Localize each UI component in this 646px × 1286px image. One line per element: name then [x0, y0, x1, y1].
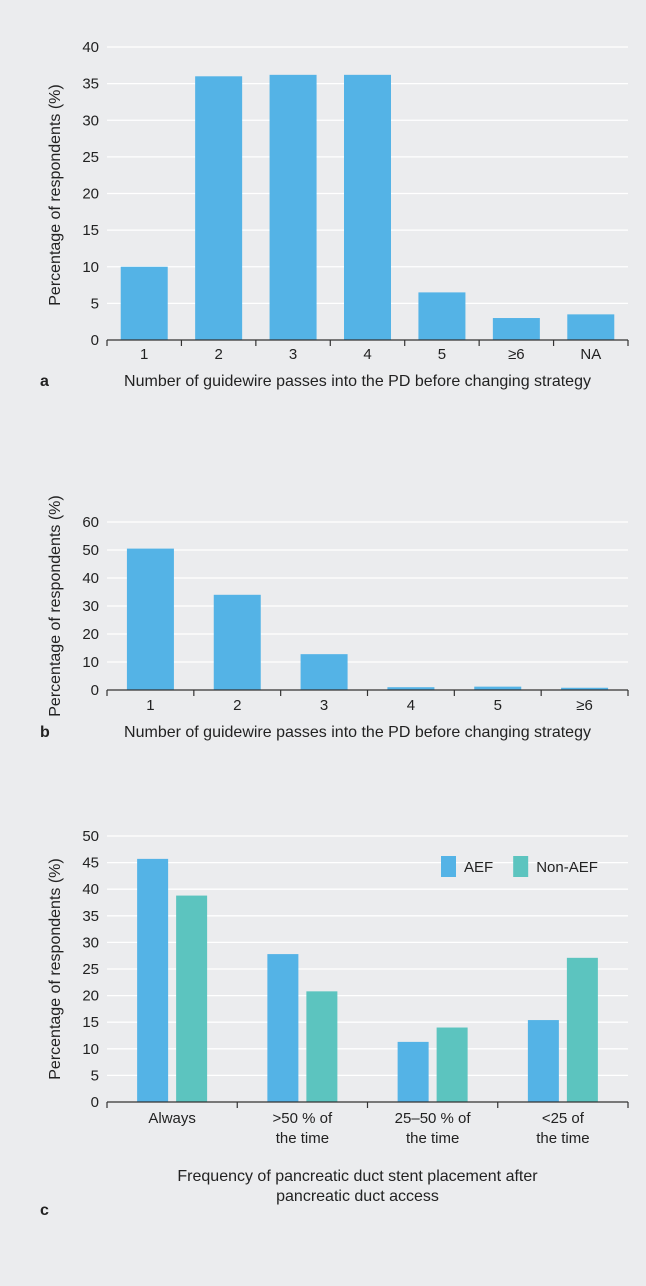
y-tick-label: 15: [82, 222, 99, 239]
bar-non-aef-3: [436, 1027, 468, 1102]
panel-letter: a: [40, 373, 49, 390]
y-tick-label: 20: [82, 626, 99, 643]
x-tick-label: 4: [363, 346, 371, 363]
x-axis-title: Frequency of pancreatic duct stent place…: [177, 1168, 538, 1185]
bar-3: [269, 74, 317, 341]
y-tick-label: 10: [82, 1041, 99, 1058]
y-tick-label: 5: [91, 1067, 99, 1084]
y-axis-title: Percentage of respondents (%): [47, 84, 64, 305]
y-axis-title: Percentage of respondents (%): [47, 495, 64, 716]
y-tick-label: 50: [82, 542, 99, 559]
x-tick-label: the time: [536, 1130, 589, 1147]
x-tick-label: 5: [438, 346, 446, 363]
y-tick-label: 35: [82, 76, 99, 93]
panel-letter: b: [40, 724, 50, 741]
bar-aef-4: [527, 1020, 559, 1102]
x-tick-label: NA: [580, 346, 601, 363]
x-tick-label: >50 % of: [273, 1110, 333, 1127]
bar-4: [344, 74, 391, 341]
bar-1: [120, 266, 168, 340]
y-tick-label: 10: [82, 654, 99, 671]
y-tick-label: 40: [82, 39, 99, 56]
x-tick-label: 1: [146, 697, 154, 714]
bar-aef-1: [137, 858, 169, 1102]
legend-label: AEF: [464, 859, 493, 876]
legend-swatch: [513, 856, 529, 877]
x-tick-label: the time: [276, 1130, 329, 1147]
x-tick-label: 4: [407, 697, 415, 714]
y-tick-label: 20: [82, 186, 99, 203]
y-tick-label: 60: [82, 514, 99, 531]
x-tick-label: 1: [140, 346, 148, 363]
legend-swatch: [441, 856, 456, 877]
legend-label: Non-AEF: [536, 859, 598, 876]
bar-6: [492, 318, 540, 340]
x-tick-label: Always: [148, 1110, 196, 1127]
bar-non-aef-4: [566, 957, 598, 1102]
y-tick-label: 40: [82, 570, 99, 587]
y-tick-label: 25: [82, 961, 99, 978]
x-tick-label: ≥6: [508, 346, 525, 363]
y-tick-label: 40: [82, 881, 99, 898]
panel-letter: c: [40, 1202, 49, 1219]
x-tick-label: <25 of: [542, 1110, 585, 1127]
chart-panel-a: 0 5 10 15 20 25 30 35 40 1 2 3 4 5 ≥6 NA Percentage of r…: [40, 39, 629, 390]
x-tick-label: 25–50 % of: [395, 1110, 472, 1127]
x-tick-label: 5: [494, 697, 502, 714]
x-axis-title: pancreatic duct access: [276, 1188, 439, 1205]
y-tick-label: 10: [82, 259, 99, 276]
y-tick-label: 50: [82, 828, 99, 845]
bar-4: [387, 687, 435, 690]
y-tick-label: 15: [82, 1014, 99, 1031]
y-tick-label: 20: [82, 988, 99, 1005]
x-axis-title: Number of guidewire passes into the PD b…: [124, 373, 591, 390]
bar-2: [195, 76, 243, 341]
chart-panel-b: 0 10 20 30 40 50 60 1 2 3 4 5 ≥6 Percentage of respon…: [40, 495, 629, 741]
bar-7: [567, 314, 615, 340]
y-tick-label: 0: [91, 682, 99, 699]
bar-1: [126, 548, 174, 690]
y-tick-label: 5: [91, 295, 99, 312]
bar-non-aef-1: [176, 895, 208, 1102]
bar-5: [474, 686, 522, 690]
x-tick-label: ≥6: [576, 697, 593, 714]
y-tick-label: 30: [82, 598, 99, 615]
x-tick-label: 3: [289, 346, 297, 363]
chart-panel-c: 0 5 10 15 20 25 30 35 40 45 50 Always >50 % of the ti…: [40, 828, 629, 1219]
x-tick-label: 3: [320, 697, 328, 714]
y-tick-label: 35: [82, 908, 99, 925]
bar-aef-2: [267, 954, 299, 1102]
y-axis-title: Percentage of respondents (%): [47, 858, 64, 1079]
x-axis-title: Number of guidewire passes into the PD b…: [124, 724, 591, 741]
x-tick-label: the time: [406, 1130, 459, 1147]
x-tick-label: 2: [214, 346, 222, 363]
y-tick-label: 30: [82, 934, 99, 951]
bar-non-aef-2: [306, 991, 338, 1102]
bar-3: [300, 654, 348, 690]
y-tick-label: 30: [82, 112, 99, 129]
y-tick-label: 0: [91, 1094, 99, 1111]
bar-5: [418, 292, 466, 340]
bar-aef-3: [397, 1041, 429, 1102]
y-tick-label: 25: [82, 149, 99, 166]
bar-6: [561, 687, 609, 690]
bar-2: [213, 594, 261, 690]
x-tick-label: 2: [233, 697, 241, 714]
y-tick-label: 0: [91, 332, 99, 349]
y-tick-label: 45: [82, 855, 99, 872]
